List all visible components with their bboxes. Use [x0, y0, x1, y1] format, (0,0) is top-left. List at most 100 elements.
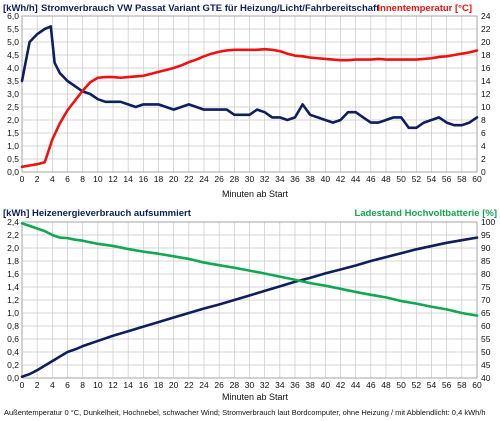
left-tick-label: 0,2: [7, 360, 19, 370]
right-tick-label: 75: [481, 282, 491, 292]
x-tick-label: 46: [366, 174, 376, 184]
x-tick-label: 6: [65, 380, 70, 390]
x-tick-label: 2: [35, 380, 40, 390]
right-tick-label: 100: [481, 217, 495, 227]
x-tick-label: 18: [154, 174, 164, 184]
x-tick-label: 52: [412, 380, 422, 390]
x-tick-label: 26: [214, 174, 224, 184]
x-tick-label: 44: [351, 174, 361, 184]
top-chart-title: Stromverbrauch VW Passat Variant GTE für…: [41, 3, 380, 14]
left-tick-label: 0,4: [7, 347, 19, 357]
x-tick-label: 18: [154, 380, 164, 390]
left-tick-label: 2,4: [7, 217, 19, 227]
right-tick-label: 85: [481, 256, 491, 266]
x-tick-label: 42: [336, 174, 346, 184]
x-tick-label: 50: [396, 380, 406, 390]
right-tick-label: 22: [481, 24, 491, 34]
left-tick-label: 4,0: [7, 63, 19, 73]
plot-frame: [21, 15, 478, 173]
right-tick-label: 45: [481, 360, 491, 370]
bottom-x-axis-label: Minuten ab Start: [222, 392, 289, 402]
left-tick-label: 2,5: [7, 102, 19, 112]
right-tick-label: 40: [481, 373, 491, 383]
right-tick-label: 70: [481, 295, 491, 305]
left-tick-label: 3,0: [7, 89, 19, 99]
left-tick-label: 1,5: [7, 128, 19, 138]
top-x-axis-label: Minuten ab Start: [222, 189, 289, 199]
left-tick-label: 5,5: [7, 24, 19, 34]
x-tick-label: 8: [80, 380, 85, 390]
x-tick-label: 14: [123, 380, 133, 390]
series-line-1: [20, 25, 479, 130]
series-line-2: [20, 47, 479, 169]
x-tick-label: 48: [381, 380, 391, 390]
x-tick-label: 50: [396, 174, 406, 184]
x-tick-label: 56: [442, 380, 452, 390]
x-tick-label: 28: [230, 174, 240, 184]
left-tick-label: 0,8: [7, 321, 19, 331]
right-tick-label: 4: [481, 141, 486, 151]
right-tick-label: 2: [481, 154, 486, 164]
x-tick-label: 30: [245, 380, 255, 390]
x-tick-label: 24: [199, 380, 209, 390]
x-tick-label: 28: [230, 380, 240, 390]
bottom-left-unit: [kWh]: [3, 208, 29, 219]
left-tick-label: 1,0: [7, 308, 19, 318]
x-tick-label: 32: [260, 380, 270, 390]
x-tick-label: 48: [381, 174, 391, 184]
right-tick-label: 50: [481, 347, 491, 357]
bottom-right-axis-title: Ladestand Hochvoltbatterie [%]: [354, 208, 497, 219]
x-tick-label: 22: [184, 380, 194, 390]
bottom-chart-title: Heizenergieverbrauch aufsummiert: [32, 208, 192, 219]
right-tick-label: 10: [481, 102, 491, 112]
left-tick-label: 2,0: [7, 243, 19, 253]
right-tick-label: 95: [481, 230, 491, 240]
x-tick-label: 38: [305, 380, 315, 390]
x-tick-label: 20: [169, 174, 179, 184]
x-tick-label: 34: [275, 174, 285, 184]
top-grid: [21, 15, 478, 173]
x-tick-label: 6: [65, 174, 70, 184]
x-tick-label: 46: [366, 380, 376, 390]
right-tick-label: 60: [481, 321, 491, 331]
right-tick-label: 65: [481, 308, 491, 318]
top-left-unit: [kWh/h]: [3, 3, 38, 14]
x-tick-label: 42: [336, 380, 346, 390]
right-tick-label: 14: [481, 76, 491, 86]
x-tick-label: 8: [80, 174, 85, 184]
x-tick-label: 60: [472, 380, 482, 390]
x-tick-label: 4: [50, 380, 55, 390]
left-tick-label: 1,2: [7, 295, 19, 305]
x-tick-label: 24: [199, 174, 209, 184]
top-x-tick-labels: 0 2 4 6 8 10 12 14 16 18 20 22 24 26 28 30 32 34 36 38 40 42 4…: [20, 174, 482, 184]
x-tick-label: 16: [139, 380, 149, 390]
left-tick-label: 3,5: [7, 76, 19, 86]
x-tick-label: 34: [275, 380, 285, 390]
left-tick-label: 0,0: [7, 167, 19, 177]
x-tick-label: 52: [412, 174, 422, 184]
right-tick-label: 55: [481, 334, 491, 344]
top-right-axis-title: Innentemperatur [°C]: [377, 3, 472, 14]
x-tick-label: 36: [290, 380, 300, 390]
x-tick-label: 58: [457, 174, 467, 184]
x-tick-label: 22: [184, 174, 194, 184]
left-tick-label: 6,0: [7, 11, 19, 21]
x-tick-label: 54: [427, 380, 437, 390]
left-tick-label: 2,0: [7, 115, 19, 125]
x-tick-label: 12: [108, 380, 118, 390]
bottom-left-tick-labels: 0,0 0,2 0,4 0,6 0,8 1,0 1,2 1,4 1,6 1,8 2,0 2,2 2,4: [7, 217, 19, 383]
left-tick-label: 1,8: [7, 256, 19, 266]
right-tick-label: 90: [481, 243, 491, 253]
x-tick-label: 2: [35, 174, 40, 184]
left-tick-label: 0,0: [7, 373, 19, 383]
heating-battery-chart: [kWh] Heizenergieverbrauch aufsummiert L…: [3, 208, 497, 402]
x-tick-label: 56: [442, 174, 452, 184]
x-tick-label: 10: [93, 380, 103, 390]
x-tick-label: 4: [50, 174, 55, 184]
x-tick-label: 20: [169, 380, 179, 390]
left-tick-label: 1,4: [7, 282, 19, 292]
left-tick-label: 1,0: [7, 141, 19, 151]
right-tick-label: 8: [481, 115, 486, 125]
